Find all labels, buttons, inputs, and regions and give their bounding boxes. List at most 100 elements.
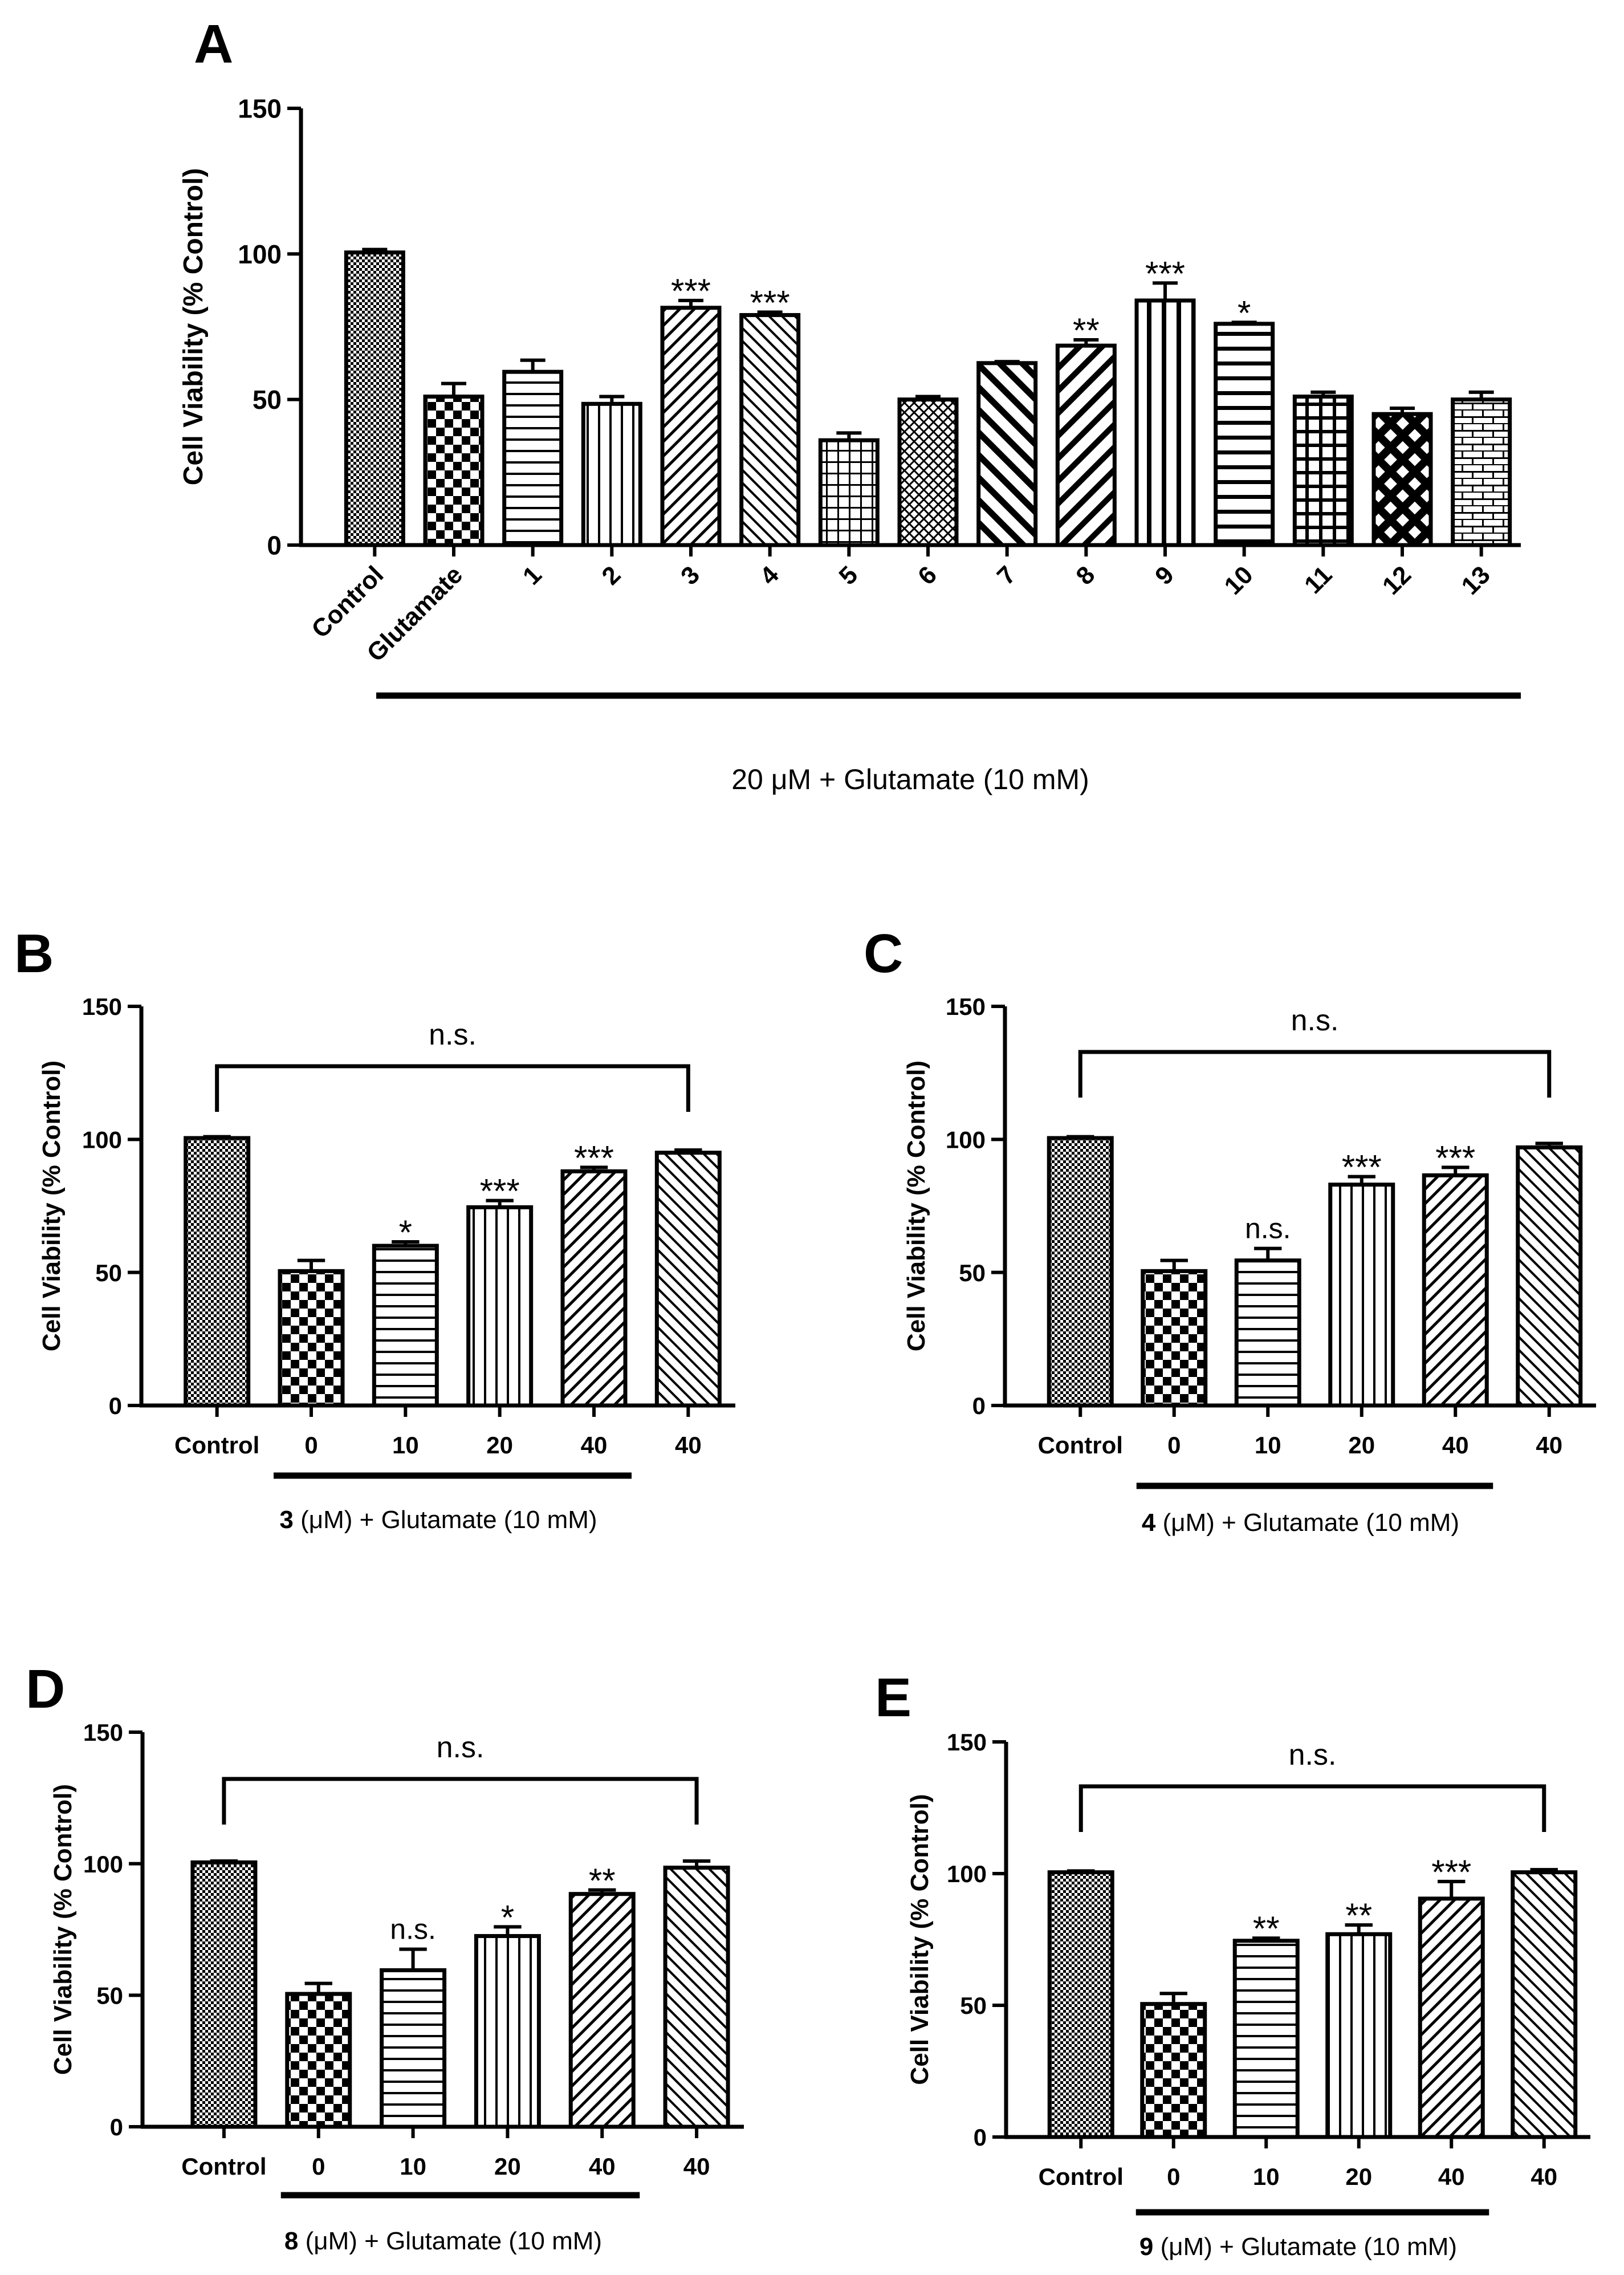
bracket-label: n.s. [1289, 1738, 1337, 1772]
category-label: 10 [400, 2153, 426, 2180]
y-tick-label: 0 [109, 1392, 122, 1419]
y-tick-label: 50 [95, 1260, 122, 1286]
category-label: 9 [1150, 560, 1179, 590]
significance-label: ** [1345, 1896, 1372, 1935]
treatment-caption: 8 (μM) + Glutamate (10 mM) [284, 2227, 602, 2255]
bar [1516, 1145, 1583, 1408]
category-label: 20 [494, 2153, 521, 2180]
category-label: 40 [1531, 2163, 1557, 2190]
category-label: 0 [1167, 1432, 1181, 1459]
bar [1214, 322, 1275, 547]
category-label: Control [1038, 1432, 1123, 1459]
compound-number: 4 [1142, 1509, 1156, 1537]
bar [190, 1860, 258, 2129]
bracket-label: n.s. [437, 1731, 485, 1764]
y-tick-label: 0 [267, 531, 282, 560]
category-label: Control [306, 560, 389, 643]
category-label: 10 [1255, 1432, 1281, 1459]
y-tick-label: 100 [82, 1126, 122, 1153]
category-label: 2 [596, 560, 626, 590]
category-label: 8 [1071, 560, 1100, 590]
y-tick-label: 100 [946, 1126, 986, 1153]
panel-a: A 0 50 100 150 Cell Viability (% Control) Cont… [178, 14, 1521, 795]
bar [372, 1244, 439, 1408]
y-tick-label: 100 [238, 239, 282, 269]
caption-text: 20 μM + Glutamate (10 mM) [731, 763, 1089, 795]
category-label: 10 [1219, 560, 1258, 600]
panel-letter: D [26, 1659, 65, 1720]
bar [285, 1992, 352, 2129]
y-tick-label: 50 [959, 1260, 986, 1286]
bar [568, 1892, 636, 2129]
y-tick-label: 50 [253, 385, 282, 415]
category-label: 40 [589, 2153, 616, 2180]
panel-letter: E [875, 1667, 911, 1728]
comparison-bracket [222, 1777, 699, 1825]
significance-label: *** [480, 1172, 520, 1210]
category-label: 20 [486, 1432, 513, 1459]
significance-label: *** [1145, 254, 1185, 292]
bar [739, 313, 801, 547]
category-label: 3 [675, 560, 705, 590]
bracket-label: n.s. [1291, 1004, 1339, 1037]
y-tick-label: 150 [946, 993, 986, 1020]
significance-label: * [1238, 294, 1251, 332]
bar [560, 1169, 628, 1408]
caption-text: (μM) + Glutamate (10 mM) [1153, 2233, 1457, 2261]
bar [654, 1151, 722, 1408]
category-label: 40 [581, 1432, 608, 1459]
category-label: 5 [833, 560, 863, 590]
bar [976, 361, 1038, 547]
significance-label: ** [1073, 311, 1100, 350]
category-label: 10 [1253, 2163, 1280, 2190]
bar [1234, 1258, 1301, 1408]
y-axis-label: Cell Viability (% Control) [906, 1794, 934, 2085]
bar [1451, 397, 1512, 547]
caption-text: (μM) + Glutamate (10 mM) [298, 2227, 602, 2255]
bar [581, 401, 642, 547]
category-label: 0 [312, 2153, 325, 2180]
category-label: 40 [1438, 2163, 1465, 2190]
panel-letter: C [864, 923, 903, 984]
bar [1292, 395, 1354, 547]
bar [1134, 298, 1196, 547]
y-axis-label: Cell Viability (% Control) [38, 1061, 66, 1351]
bar [1232, 1939, 1300, 2139]
bar [1047, 1870, 1114, 2139]
bar [1325, 1932, 1393, 2139]
treatment-caption: 20 μM + Glutamate (10 mM) [731, 763, 1089, 795]
bar [1047, 1136, 1114, 1408]
compound-number: 9 [1139, 2233, 1153, 2261]
bracket-label: n.s. [429, 1018, 477, 1051]
category-label: 1 [518, 560, 547, 590]
category-label: Control [181, 2153, 266, 2180]
category-label: 40 [1442, 1432, 1469, 1459]
category-label: 6 [913, 560, 942, 590]
bar [818, 438, 880, 547]
y-tick-label: 0 [974, 2124, 987, 2151]
y-tick-label: 100 [947, 1860, 987, 1887]
bar [502, 369, 564, 547]
category-label: 40 [675, 1432, 702, 1459]
y-axis-label: Cell Viability (% Control) [902, 1061, 930, 1351]
panel-letter: B [14, 923, 54, 984]
significance-label: *** [1431, 1853, 1471, 1891]
bar [897, 397, 959, 547]
significance-label: *** [1342, 1148, 1382, 1187]
y-tick-label: 0 [972, 1392, 986, 1419]
treatment-caption: 9 (μM) + Glutamate (10 mM) [1139, 2233, 1457, 2261]
bar [466, 1205, 534, 1408]
category-label: 7 [992, 560, 1021, 590]
bar [1371, 412, 1433, 547]
bar [423, 395, 485, 547]
significance-label: * [399, 1213, 412, 1252]
bar [1418, 1896, 1485, 2139]
bar [1141, 1269, 1208, 1408]
bar [660, 306, 722, 547]
comparison-bracket [1078, 1050, 1552, 1098]
treatment-caption: 3 (μM) + Glutamate (10 mM) [279, 1506, 597, 1534]
category-label: 20 [1348, 1432, 1375, 1459]
